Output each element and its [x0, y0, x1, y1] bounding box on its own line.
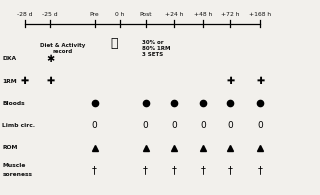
Text: +24 h: +24 h [165, 12, 184, 17]
Text: +168 h: +168 h [249, 12, 271, 17]
Text: 0 h: 0 h [116, 12, 125, 17]
Text: 0: 0 [172, 121, 177, 130]
Text: 0: 0 [143, 121, 148, 130]
Text: 30% or
80% 1RM
3 SETS: 30% or 80% 1RM 3 SETS [142, 40, 171, 57]
Text: Pre: Pre [90, 12, 100, 17]
Text: ✚: ✚ [20, 76, 29, 86]
Text: +48 h: +48 h [194, 12, 212, 17]
Text: †: † [258, 165, 263, 175]
Text: 0: 0 [227, 121, 233, 130]
Text: DXA: DXA [2, 56, 16, 61]
Text: †: † [201, 165, 205, 175]
Text: †: † [228, 165, 233, 175]
Text: +72 h: +72 h [221, 12, 239, 17]
Text: Limb circ.: Limb circ. [2, 123, 36, 128]
Text: Diet & Activity
record: Diet & Activity record [40, 43, 85, 54]
Text: ✚: ✚ [256, 76, 264, 86]
Text: soreness: soreness [2, 172, 32, 177]
Text: ✚: ✚ [46, 76, 54, 86]
Text: Bloods: Bloods [2, 101, 25, 106]
Text: 0: 0 [92, 121, 98, 130]
Text: 1RM: 1RM [2, 79, 17, 83]
Text: †: † [172, 165, 177, 175]
Text: Muscle: Muscle [2, 163, 26, 168]
Text: ✚: ✚ [226, 76, 234, 86]
Text: 0: 0 [258, 121, 263, 130]
Text: Post: Post [139, 12, 152, 17]
Text: †: † [143, 165, 148, 175]
Text: -25 d: -25 d [42, 12, 58, 17]
Text: ✱: ✱ [46, 54, 54, 64]
Text: †: † [92, 165, 97, 175]
Text: -28 d: -28 d [17, 12, 32, 17]
Text: ROM: ROM [2, 145, 18, 150]
Text: 0: 0 [200, 121, 206, 130]
Text: ⛹: ⛹ [110, 37, 117, 51]
